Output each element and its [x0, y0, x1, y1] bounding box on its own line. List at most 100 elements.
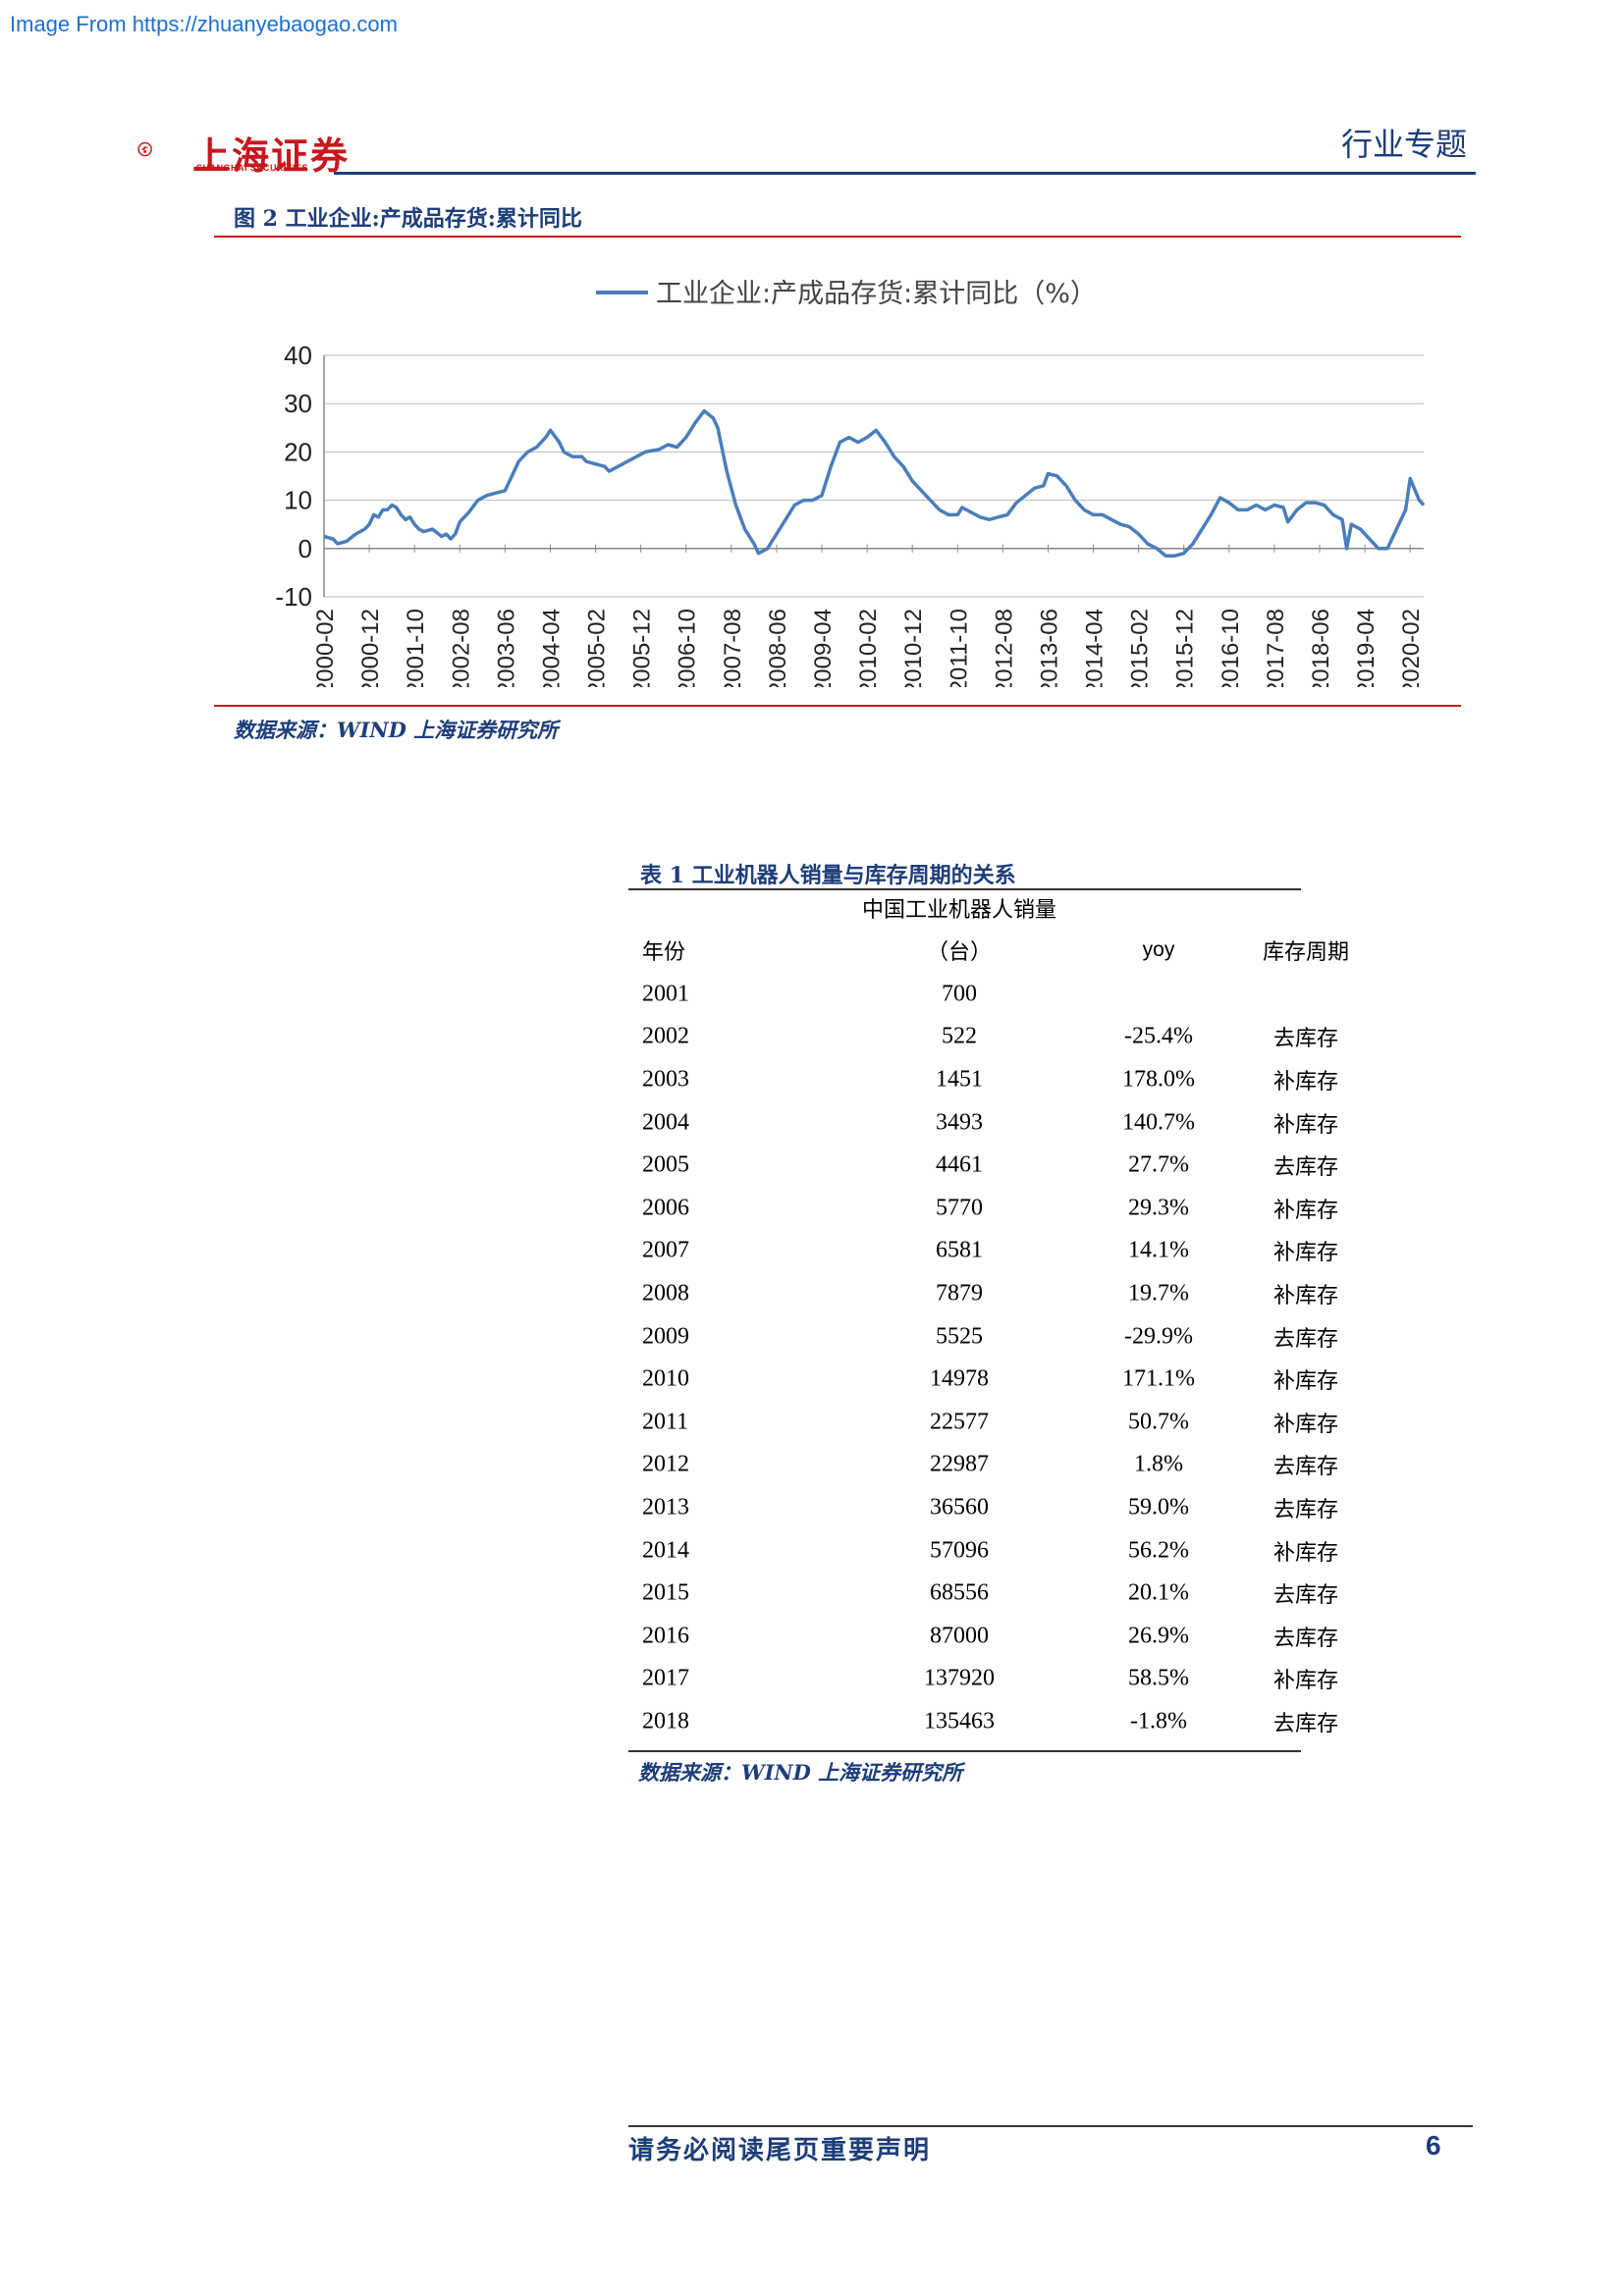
x-tick-label: 2010-12	[900, 609, 927, 687]
cell-year: 2005	[642, 1151, 689, 1178]
x-tick-label: 2005-02	[584, 609, 611, 687]
cell-cycle: 去库存	[1272, 1326, 1338, 1352]
section-tag: 行业专题	[1340, 126, 1467, 163]
cell-year: 2018	[642, 1708, 689, 1735]
x-tick-label: 2014-04	[1082, 609, 1109, 687]
x-tick-label: 2000-12	[357, 609, 384, 687]
header-cycle: 库存周期	[1262, 940, 1349, 965]
cell-year: 2008	[642, 1280, 689, 1307]
cell-year: 2001	[642, 981, 689, 1007]
x-tick-label: 2016-10	[1218, 609, 1244, 687]
table-row: 2018 135463 -1.8% 去库存	[628, 1700, 1338, 1743]
cell-yoy: 59.0%	[1128, 1494, 1189, 1521]
cell-yoy: -25.4%	[1124, 1023, 1193, 1049]
cell-year: 2002	[642, 1023, 689, 1049]
cell-cycle: 去库存	[1272, 1711, 1338, 1736]
table-body: 2001 700 2002 522 -25.4% 去库存 2003 1451 178.0% 补库存…	[628, 973, 1338, 1743]
cell-year: 2006	[642, 1195, 689, 1221]
table-row: 2009 5525 -29.9% 去库存	[628, 1315, 1338, 1359]
cell-sales: 5770	[936, 1195, 983, 1221]
cell-cycle: 去库存	[1272, 1583, 1338, 1609]
table-row: 2011 22577 50.7% 补库存	[628, 1401, 1338, 1444]
table-row: 2001 700	[628, 973, 1301, 1016]
cell-yoy: 56.2%	[1128, 1537, 1189, 1564]
cell-year: 2011	[642, 1409, 689, 1435]
x-tick-label: 2008-06	[765, 609, 791, 687]
cell-yoy: 140.7%	[1122, 1109, 1195, 1136]
cell-sales: 135463	[924, 1708, 995, 1735]
table-row: 2013 36560 59.0% 去库存	[628, 1486, 1338, 1529]
y-tick-label: 10	[284, 486, 312, 515]
cell-year: 2007	[642, 1237, 689, 1263]
cell-cycle: 补库存	[1272, 1412, 1338, 1437]
header-rule	[334, 172, 1476, 175]
cell-cycle: 去库存	[1272, 1027, 1338, 1052]
cell-yoy: -1.8%	[1130, 1708, 1187, 1735]
y-tick-label: -10	[275, 582, 312, 612]
cell-sales: 22577	[930, 1409, 989, 1435]
cell-sales: 14978	[930, 1365, 989, 1392]
cell-sales: 700	[942, 981, 977, 1007]
x-tick-label: 2013-06	[1036, 609, 1062, 687]
cell-yoy: 26.9%	[1128, 1623, 1189, 1649]
company-logo-icon	[137, 141, 152, 157]
cell-cycle: 去库存	[1272, 1155, 1338, 1181]
cell-yoy: 58.5%	[1128, 1665, 1189, 1691]
page-number: 6	[1426, 2130, 1441, 2161]
cell-year: 2017	[642, 1665, 689, 1691]
cell-cycle: 补库存	[1272, 1283, 1338, 1308]
x-tick-label: 2020-02	[1398, 609, 1425, 687]
x-tick-label: 2017-08	[1263, 609, 1289, 687]
x-tick-label: 2012-08	[991, 609, 1017, 687]
cell-year: 2015	[642, 1579, 689, 1606]
table-caption: 表 1 工业机器人销量与库存周期的关系	[640, 863, 1016, 888]
cell-year: 2003	[642, 1066, 689, 1093]
cell-sales: 522	[942, 1023, 977, 1049]
logo-subtext: SHANGHAI SECURITIES	[196, 163, 309, 173]
figure-caption: 图 2 工业企业:产成品存货:累计同比	[234, 206, 582, 232]
figure-source: 数据来源：WIND 上海证券研究所	[234, 718, 559, 742]
cell-cycle: 补库存	[1272, 1069, 1338, 1095]
cell-cycle: 补库存	[1272, 1369, 1338, 1395]
cell-year: 2014	[642, 1537, 689, 1564]
cell-sales: 36560	[930, 1494, 989, 1521]
cell-year: 2016	[642, 1623, 689, 1649]
logo-wordmark: 上海证券	[192, 133, 351, 178]
x-tick-label: 2006-10	[675, 609, 701, 687]
y-tick-label: 40	[284, 341, 312, 370]
cell-yoy: 171.1%	[1122, 1365, 1195, 1392]
table-row: 2015 68556 20.1% 去库存	[628, 1572, 1338, 1615]
header-sales-title: 中国工业机器人销量	[861, 898, 1056, 923]
cell-cycle: 补库存	[1272, 1241, 1338, 1266]
table-header-row: 年份 （台） yoy 库存周期	[628, 928, 1349, 973]
x-tick-label: 2009-04	[810, 609, 837, 687]
x-tick-label: 2004-04	[538, 609, 565, 687]
x-tick-label: 2002-08	[448, 609, 474, 687]
cell-yoy: 19.7%	[1128, 1280, 1189, 1307]
header-yoy: yoy	[1142, 938, 1175, 961]
footer-rule	[628, 2125, 1473, 2127]
cell-sales: 22987	[930, 1451, 989, 1477]
cell-cycle: 去库存	[1272, 1497, 1338, 1522]
x-tick-label: 2001-10	[403, 609, 429, 687]
cell-yoy: 14.1%	[1128, 1237, 1189, 1263]
cell-sales: 137920	[924, 1665, 995, 1691]
figure-bottom-rule	[214, 705, 1461, 707]
cell-yoy: 178.0%	[1122, 1066, 1195, 1093]
cell-sales: 68556	[930, 1579, 989, 1606]
cell-year: 2009	[642, 1323, 689, 1350]
x-tick-label: 2015-02	[1127, 609, 1154, 687]
cell-cycle: 补库存	[1272, 1540, 1338, 1566]
x-tick-label: 2003-06	[493, 609, 519, 687]
cell-yoy: 20.1%	[1128, 1579, 1189, 1606]
cell-yoy: 1.8%	[1134, 1451, 1183, 1477]
table-header-top: 中国工业机器人销量	[628, 888, 1301, 928]
table-top-rule	[628, 888, 1301, 890]
cell-year: 2012	[642, 1451, 689, 1477]
cell-yoy: 27.7%	[1128, 1151, 1189, 1178]
cell-sales: 6581	[936, 1237, 983, 1263]
cell-sales: 5525	[936, 1323, 983, 1350]
cell-yoy: 29.3%	[1128, 1195, 1189, 1221]
header-unit: （台）	[926, 940, 992, 965]
cell-yoy: -29.9%	[1124, 1323, 1193, 1350]
